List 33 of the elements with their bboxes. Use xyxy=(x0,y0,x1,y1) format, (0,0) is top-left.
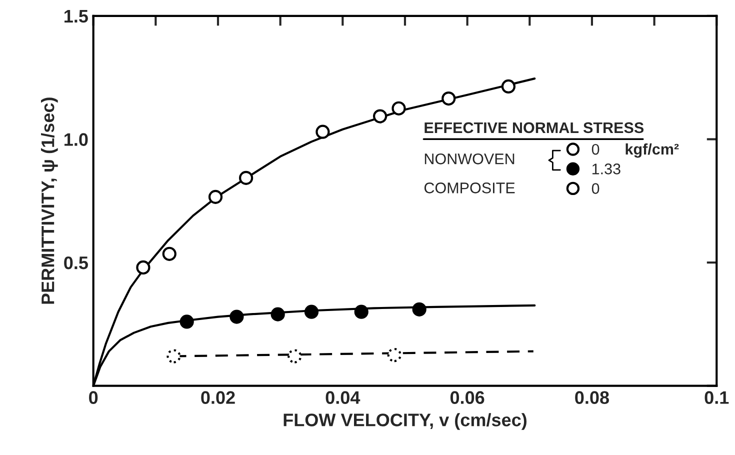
annotation: kgf/cm² xyxy=(626,143,679,158)
point xyxy=(372,109,388,124)
x-tick-label: 0 xyxy=(89,391,98,404)
x-tick-label: 0.1 xyxy=(704,391,729,404)
point xyxy=(354,304,368,319)
point xyxy=(162,246,176,261)
y-tick-label: 1.5 xyxy=(64,10,88,23)
point xyxy=(304,304,319,319)
x-axis-title: FLOW VELOCITY, v (cm/sec) xyxy=(284,413,526,430)
y-tick-label: 0.5 xyxy=(64,256,88,270)
legend-label: 1.33 xyxy=(592,164,620,174)
annotation: NONWOVEN xyxy=(424,154,514,164)
x-tick-label: 0.08 xyxy=(575,391,609,404)
point xyxy=(208,190,223,204)
point xyxy=(412,302,426,316)
point xyxy=(270,307,285,322)
point xyxy=(238,170,254,186)
point xyxy=(442,91,456,106)
point xyxy=(136,260,150,275)
x-tick-label: 0.02 xyxy=(201,391,235,404)
y-axis-title: PERMITTIVITY, ψ (1/sec) xyxy=(41,98,58,304)
annotation: COMPOSITE xyxy=(424,182,515,194)
point xyxy=(316,124,330,139)
point xyxy=(392,101,406,116)
legend-title: EFFECTIVE NORMAL STRESS xyxy=(424,122,644,134)
legend-label: 0 xyxy=(592,144,600,155)
point xyxy=(180,314,194,329)
point xyxy=(501,79,516,94)
legend-label: 0 xyxy=(592,183,600,194)
x-tick-label: 0.04 xyxy=(326,391,360,404)
point xyxy=(230,310,244,324)
x-tick-label: 0.06 xyxy=(450,391,484,404)
y-tick-label: 1.0 xyxy=(64,133,88,146)
